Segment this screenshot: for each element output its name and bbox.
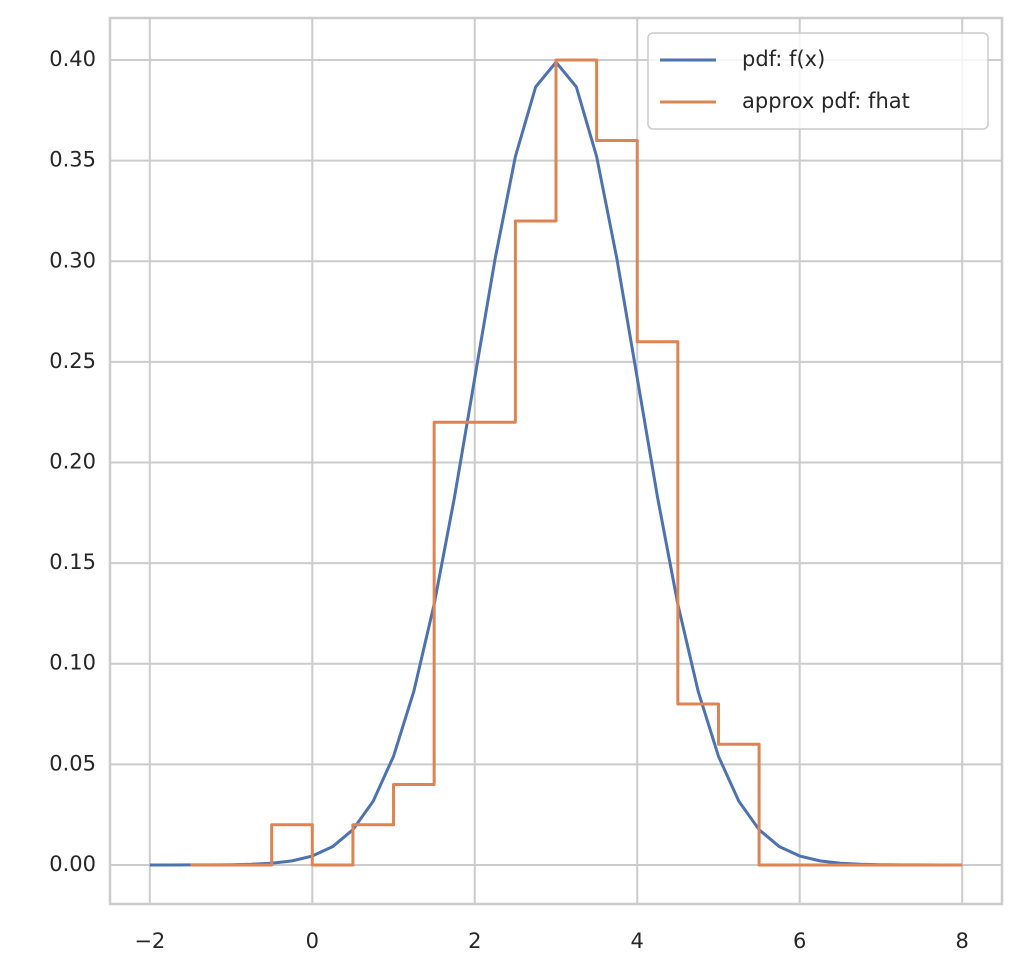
x-tick-label: 2 xyxy=(468,929,481,953)
y-tick-label: 0.05 xyxy=(49,751,96,775)
legend-label: pdf: f(x) xyxy=(742,47,825,71)
x-tick-label: −2 xyxy=(134,929,165,953)
x-tick-label: 8 xyxy=(956,929,969,953)
y-tick-label: 0.10 xyxy=(49,651,96,675)
legend-label: approx pdf: fhat xyxy=(742,89,910,113)
y-tick-label: 0.25 xyxy=(49,349,96,373)
x-tick-label: 0 xyxy=(306,929,319,953)
y-tick-label: 0.35 xyxy=(49,148,96,172)
y-tick-label: 0.00 xyxy=(49,852,96,876)
x-tick-label: 6 xyxy=(793,929,806,953)
legend-box xyxy=(647,32,989,130)
y-tick-label: 0.30 xyxy=(49,248,96,272)
y-tick-label: 0.15 xyxy=(49,550,96,574)
y-tick-label: 0.20 xyxy=(49,450,96,474)
x-tick-label: 4 xyxy=(631,929,644,953)
y-tick-label: 0.40 xyxy=(49,47,96,71)
plot-frame xyxy=(108,16,1004,906)
line xyxy=(190,58,963,867)
